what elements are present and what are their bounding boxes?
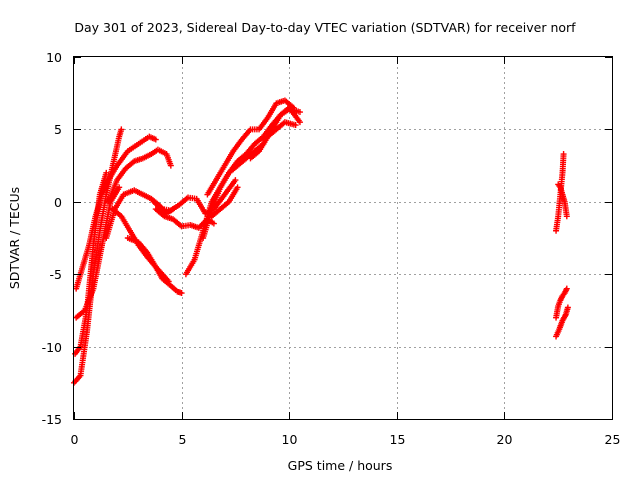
data-marks	[71, 97, 571, 386]
y-tick-label: -5	[50, 267, 62, 282]
data-point	[167, 162, 174, 169]
grid	[74, 57, 612, 419]
data-point	[103, 169, 110, 176]
data-point	[292, 122, 299, 129]
x-tick-label: 10	[282, 432, 298, 447]
data-point	[178, 290, 185, 297]
x-tick-label: 25	[605, 432, 621, 447]
y-tick-label: -15	[42, 412, 62, 427]
series-track-13	[204, 97, 297, 198]
plot-frame	[73, 56, 613, 420]
data-point	[563, 285, 570, 292]
series-track-12	[200, 104, 303, 241]
data-point	[116, 184, 123, 191]
x-tick-label: 20	[497, 432, 513, 447]
series-track-8	[124, 235, 185, 297]
series-track-14	[247, 119, 299, 162]
data-point	[560, 151, 567, 158]
x-tick-label: 5	[179, 432, 187, 447]
data-point	[296, 109, 303, 116]
series-track-6	[105, 146, 174, 205]
series-track-11	[182, 106, 303, 278]
series-track-4	[73, 184, 123, 321]
data-point	[290, 104, 297, 111]
data-point	[563, 213, 570, 220]
data-point	[152, 136, 159, 143]
y-tick-label: 10	[46, 50, 62, 65]
data-point	[234, 184, 241, 191]
series-track-15	[208, 184, 241, 220]
data-point	[118, 126, 125, 133]
x-axis-label: GPS time / hours	[288, 458, 393, 473]
axis-ticks: 0 5 10 15 20 25 -15 -10 -5 0 5 10	[42, 50, 621, 447]
data-point	[296, 119, 303, 126]
series-track-3	[73, 133, 159, 292]
data-point	[232, 177, 239, 184]
y-axis-label: SDTVAR / TECUs	[7, 187, 22, 289]
series-track-17	[555, 181, 570, 220]
y-tick-label: 5	[54, 122, 62, 137]
data-point	[564, 304, 571, 311]
series-track-18	[553, 285, 570, 321]
x-tick-label: 0	[71, 432, 79, 447]
y-tick-label: -10	[42, 340, 62, 355]
chart-title: Day 301 of 2023, Sidereal Day-to-day VTE…	[74, 20, 576, 35]
x-tick-label: 15	[390, 432, 406, 447]
data-point	[210, 220, 217, 227]
series-track-19	[553, 304, 571, 340]
y-tick-label: 0	[54, 195, 62, 210]
